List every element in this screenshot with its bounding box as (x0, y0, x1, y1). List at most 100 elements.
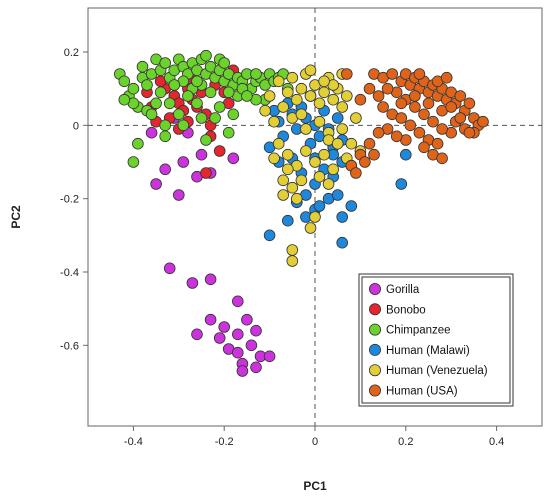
data-point (222, 86, 235, 99)
x-axis-label: PC1 (303, 479, 327, 493)
data-point (195, 112, 208, 124)
x-axis-ticks: -0.4 -0.2 0 0.2 0.4 (124, 426, 504, 448)
data-point (350, 167, 362, 179)
data-point (354, 93, 367, 106)
data-point (331, 112, 344, 124)
data-point (286, 244, 299, 256)
y-tick-label: -0.2 (60, 194, 79, 206)
data-point (336, 123, 349, 135)
data-point (277, 174, 290, 187)
data-point (163, 262, 176, 275)
data-point (236, 365, 249, 377)
data-point (218, 321, 231, 333)
series-chimpanzee (114, 49, 294, 168)
data-point (409, 101, 421, 113)
data-point (372, 126, 385, 139)
data-point (322, 178, 335, 190)
data-point (127, 82, 140, 95)
data-point (272, 137, 285, 150)
data-point (132, 137, 144, 150)
data-point (363, 137, 376, 150)
data-point (313, 170, 326, 183)
data-point (245, 339, 258, 352)
data-point (363, 82, 376, 95)
data-point (290, 93, 303, 106)
data-point (200, 134, 212, 146)
data-point (286, 255, 299, 267)
data-point (232, 295, 244, 308)
data-point (331, 189, 344, 201)
data-point (436, 152, 448, 165)
data-point (336, 236, 349, 249)
data-point (182, 90, 194, 102)
data-point (222, 126, 235, 139)
data-point (263, 350, 276, 363)
y-axis-ticks: 0.2 0 -0.2 -0.4 -0.6 (60, 47, 88, 352)
data-point (232, 346, 244, 359)
data-point (381, 82, 394, 95)
legend-marker (368, 282, 381, 295)
data-point (213, 101, 226, 113)
data-point (168, 79, 181, 91)
data-point (209, 112, 221, 124)
data-point (195, 148, 208, 161)
data-point (232, 328, 244, 341)
legend-label: Human (Venezuela) (386, 365, 488, 377)
data-point (427, 115, 439, 128)
data-point (413, 68, 426, 80)
series-human-malawi (263, 90, 412, 249)
data-point (163, 97, 176, 110)
data-point (336, 101, 349, 113)
data-point (218, 57, 231, 69)
y-tick-label: -0.6 (60, 340, 79, 352)
data-point (272, 75, 285, 88)
data-point (318, 75, 330, 88)
legend-label: Human (Malawi) (386, 345, 470, 357)
legend-marker (368, 303, 381, 316)
data-point (281, 214, 294, 227)
data-point (150, 97, 162, 110)
data-point (313, 200, 326, 212)
data-point (445, 101, 458, 113)
data-point (463, 97, 476, 110)
y-tick-label: 0.2 (64, 47, 79, 59)
data-point (204, 86, 217, 99)
data-point (327, 163, 340, 176)
data-point (327, 93, 340, 106)
data-point (227, 108, 240, 121)
legend-label: Human (USA) (386, 386, 458, 398)
data-point (268, 152, 280, 165)
data-point (313, 115, 326, 128)
data-point (331, 137, 344, 150)
data-point (390, 130, 403, 143)
data-point (241, 313, 253, 326)
data-point (340, 90, 353, 102)
data-point (213, 145, 226, 157)
data-point (295, 108, 308, 121)
data-point (268, 115, 280, 128)
data-point (304, 90, 317, 102)
data-point (177, 156, 190, 168)
data-point (286, 71, 299, 84)
legend-marker (368, 364, 381, 377)
data-point (118, 93, 131, 106)
data-point (227, 152, 240, 165)
legend-marker (368, 323, 381, 336)
data-point (263, 229, 276, 242)
x-tick-label: 0.2 (398, 436, 413, 448)
data-point (191, 328, 203, 341)
data-point (386, 68, 399, 80)
data-point (345, 137, 358, 150)
legend: Gorilla Bonobo Chimpanzee Human (Malawi) Hum… (358, 273, 514, 407)
data-point (418, 108, 430, 121)
data-point (454, 90, 467, 102)
data-point (304, 64, 317, 77)
data-point (150, 178, 162, 190)
data-point (250, 324, 262, 337)
data-point (145, 126, 158, 139)
data-point (281, 148, 294, 161)
data-point (204, 273, 217, 286)
data-point (159, 119, 172, 132)
data-point (422, 97, 435, 110)
y-axis-label: PC2 (9, 205, 23, 229)
